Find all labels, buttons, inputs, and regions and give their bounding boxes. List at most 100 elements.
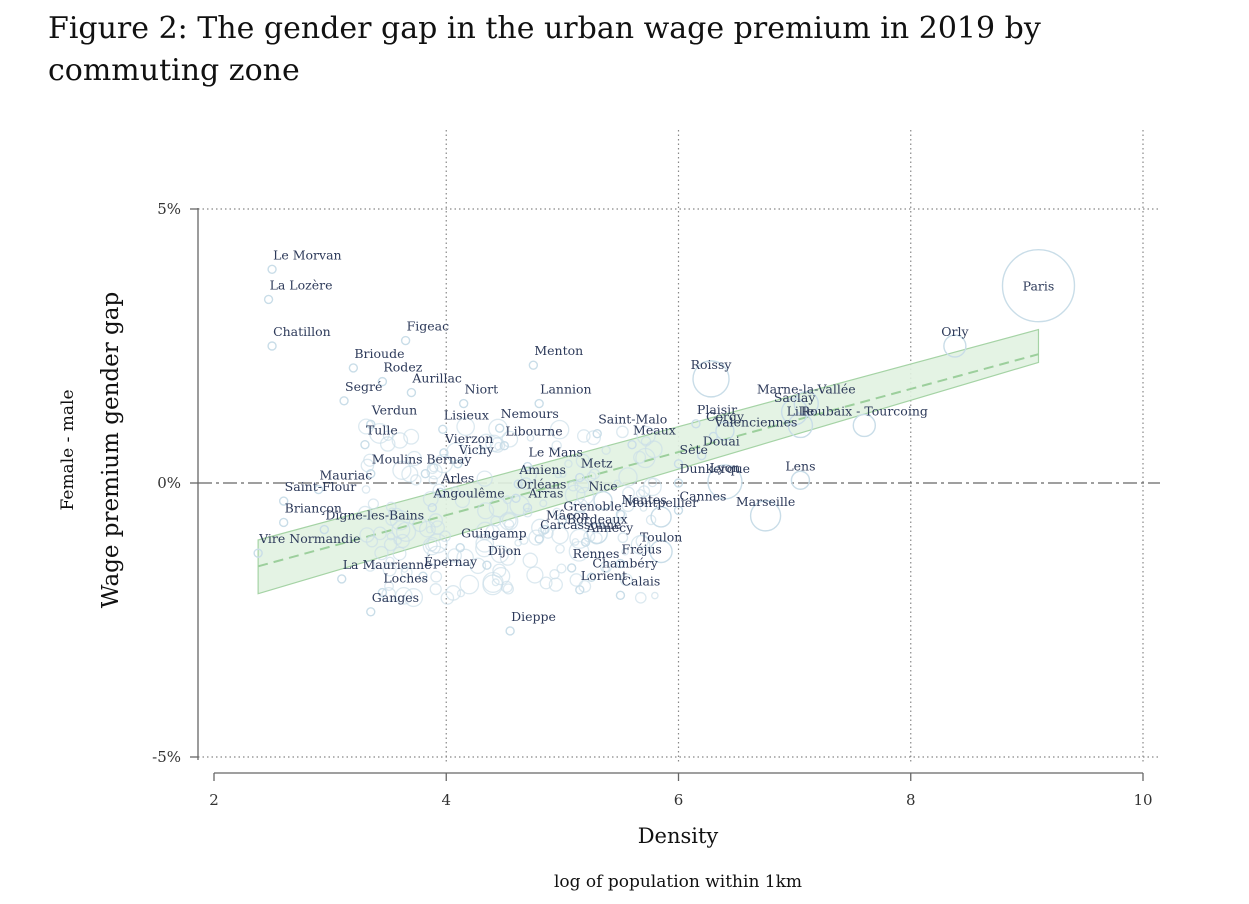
grid-layer: [198, 130, 1160, 762]
point-label: Calais: [621, 573, 660, 588]
point-marker: [692, 360, 730, 398]
point-marker: [943, 334, 967, 358]
bubble: [482, 574, 504, 596]
point-marker: [557, 515, 568, 525]
point-label: Valenciennes: [713, 414, 797, 429]
bubble: [573, 498, 589, 513]
point-marker: [673, 478, 684, 488]
point-marker: [278, 517, 289, 528]
x-tick-label: 8: [906, 791, 916, 809]
point-label: Saint-Flour: [285, 479, 357, 494]
point-label: Brioude: [354, 346, 404, 361]
point-marker: [522, 502, 533, 513]
bubble: [429, 583, 442, 596]
bubble: [389, 509, 411, 531]
figure-title: Figure 2: The gender gap in the urban wa…: [48, 11, 1041, 88]
axes-layer: 5% 0% -5% 2 4 6 8 10: [152, 200, 1152, 809]
point-label: Vire Normandie: [258, 531, 360, 546]
point-label: Vichy: [458, 442, 495, 457]
bubble: [392, 460, 412, 480]
bubble: [555, 543, 565, 554]
point-label: Saclay: [774, 390, 816, 405]
point-marker: [575, 472, 585, 483]
point-label: Guingamp: [461, 526, 526, 541]
bubble: [361, 485, 371, 494]
point-marker: [499, 441, 510, 451]
bubble: [501, 430, 519, 448]
x-axis-sublabel: log of population within 1km: [554, 872, 802, 892]
bubble: [439, 530, 452, 543]
point-label: Lille: [787, 403, 815, 418]
point-label: Briançon: [285, 500, 342, 515]
bubble: [522, 507, 533, 518]
bubble: [428, 475, 438, 486]
bubble: [559, 470, 567, 478]
point-marker: [435, 487, 446, 498]
bubble: [500, 580, 513, 593]
bubble: [428, 513, 443, 528]
point-marker: [377, 376, 388, 387]
y-tick-label: 0%: [157, 474, 181, 492]
bubble: [651, 591, 659, 600]
bubble: [426, 463, 443, 480]
bubble: [633, 450, 647, 464]
bubble: [617, 532, 629, 544]
bubble: [476, 470, 493, 487]
bubble: [616, 425, 629, 439]
bubble: [403, 588, 424, 608]
bubble: [556, 563, 567, 574]
bubble: [406, 450, 422, 467]
bubble: [373, 526, 387, 541]
bubble: [564, 459, 573, 469]
point-label: Marseille: [736, 494, 795, 509]
bubble: [382, 430, 394, 441]
point-marker: [337, 574, 347, 584]
point-label: Ganges: [372, 590, 419, 605]
bubble: [430, 570, 443, 583]
point-marker: [627, 439, 637, 450]
point-marker: [513, 479, 523, 489]
bubble: [635, 488, 646, 499]
bubble: [549, 419, 570, 440]
bubble: [638, 485, 651, 498]
point-label: Grenoble: [563, 498, 621, 513]
bubble: [502, 583, 514, 595]
point-label: Dunkerque: [680, 461, 751, 476]
bubble: [526, 566, 544, 584]
point-label: Lyon: [710, 460, 741, 475]
point-marker: [575, 585, 585, 595]
bubble: [358, 418, 375, 435]
confidence-band: [257, 328, 1040, 595]
bubble: [564, 484, 586, 506]
point-marker: [715, 421, 735, 441]
bubble: [475, 446, 485, 455]
point-label: Nantes: [621, 492, 666, 507]
bubble: [456, 417, 475, 437]
bubble: [400, 566, 413, 579]
bubble: [539, 499, 548, 508]
point-label: Saint-Malo: [598, 412, 667, 427]
bubble: [613, 479, 621, 488]
point-label: Marne-la-Vallée: [757, 382, 856, 397]
x-tick-label: 10: [1133, 791, 1152, 809]
bubble: [492, 563, 507, 578]
fit-line: [257, 353, 1039, 568]
bubble: [475, 533, 495, 553]
point-label: Cergy: [706, 409, 745, 424]
point-label: Fréjus: [621, 542, 661, 557]
bubble: [391, 432, 409, 449]
bubble: [418, 520, 436, 538]
bubble: [422, 536, 442, 556]
bubble: [636, 425, 656, 446]
bubble: [575, 453, 591, 469]
point-label: Bordeaux: [567, 511, 628, 526]
bubble: [634, 591, 647, 604]
bubble: [622, 486, 635, 500]
point-marker: [267, 264, 277, 274]
point-label: Douai: [703, 434, 740, 449]
point-label: Orly: [941, 324, 969, 339]
point-marker: [494, 423, 505, 433]
y-axis-sublabel: Female - male: [58, 390, 78, 511]
bubble: [572, 510, 588, 526]
point-marker: [400, 335, 411, 346]
